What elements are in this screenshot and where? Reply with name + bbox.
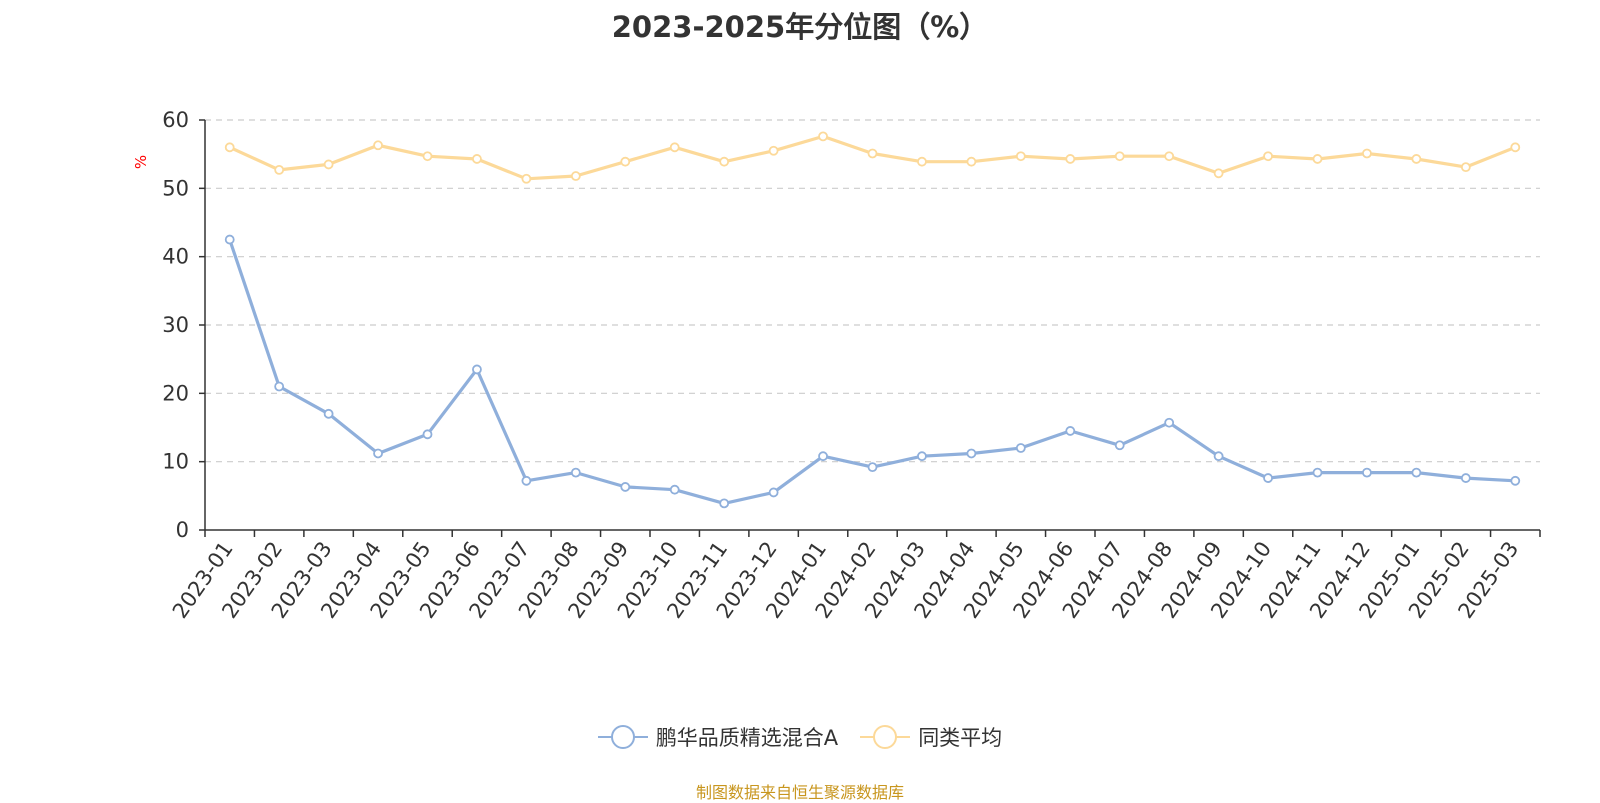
series-1-point-2024-10: [1263, 473, 1273, 483]
series-2-point-2024-06: [1065, 154, 1076, 164]
series-2-point-2024-11: [1312, 154, 1323, 164]
source-note: 制图数据来自恒生聚源数据库: [695, 783, 904, 802]
series-1-point-2025-03: [1510, 475, 1521, 486]
legend-label-series-2: 同类平均: [918, 726, 1003, 750]
series-2-point-2024-05: [1015, 151, 1026, 162]
series-2-point-2023-04: [373, 140, 383, 151]
y-tick-label-20: 20: [162, 381, 189, 405]
series-1-point-2023-05: [422, 429, 433, 440]
series-2-point-2024-04: [966, 156, 977, 167]
y-tick-label-30: 30: [162, 313, 189, 337]
series-1-point-2023-04: [373, 448, 383, 459]
series-2-point-2025-01: [1411, 154, 1422, 164]
series-1-point-2024-09: [1213, 451, 1224, 462]
y-tick-label-60: 60: [162, 108, 189, 132]
series-1-point-2023-07: [521, 475, 532, 486]
series-1-point-2023-03: [323, 408, 334, 419]
series-1-point-2023-06: [472, 364, 482, 375]
series-1-point-2023-01: [224, 234, 235, 245]
chart-title: 2023-2025年分位图（%）: [611, 10, 989, 44]
series-2-point-2023-09: [620, 156, 631, 167]
series-2-point-2023-11: [719, 156, 730, 167]
y-tick-label-0: 0: [176, 518, 189, 542]
series-2-point-2023-03: [323, 159, 334, 170]
series-2-point-2025-03: [1510, 142, 1521, 153]
legend-swatch-series-2-icon: [860, 725, 911, 749]
series-2-point-2023-10: [669, 142, 680, 153]
series-1-point-2024-11: [1312, 467, 1323, 478]
series-2-point-2024-03: [917, 156, 927, 167]
series-2-point-2024-01: [818, 131, 828, 142]
series-1-point-2024-01: [818, 451, 828, 462]
legend-item-series-2[interactable]: 同类平均: [860, 722, 1002, 752]
series-1-point-2024-08: [1164, 417, 1175, 428]
legend-item-series-1[interactable]: 鹏华品质精选混合A: [597, 722, 839, 752]
series-2-point-2024-12: [1362, 148, 1372, 159]
series-2-point-2023-02: [274, 164, 285, 175]
series-1-point-2023-08: [570, 467, 581, 478]
series-2-point-2023-12: [768, 145, 779, 156]
series-2-point-2024-07: [1114, 151, 1125, 162]
series-1-point-2023-12: [768, 487, 779, 498]
legend: 鹏华品质精选混合A 同类平均: [0, 722, 1600, 752]
series-1-point-2024-05: [1015, 443, 1026, 453]
series-2-point-2024-08: [1164, 151, 1175, 162]
axis-layer: 01020304050602023-012023-022023-032023-0…: [162, 108, 1541, 623]
series-1-point-2024-02: [867, 462, 878, 473]
y-tick-label-50: 50: [162, 176, 189, 200]
legend-label-series-1: 鹏华品质精选混合A: [655, 726, 839, 750]
series-1-point-2025-02: [1460, 473, 1471, 483]
series-2-point-2023-05: [422, 151, 433, 162]
series-2-point-2023-01: [224, 142, 235, 153]
series-1-point-2024-07: [1114, 440, 1125, 451]
series-1-point-2024-04: [966, 448, 977, 459]
series-2-point-2024-02: [867, 148, 878, 159]
series-1-point-2024-03: [917, 451, 927, 462]
series-1-point-2023-02: [274, 381, 285, 392]
series-2-point-2024-10: [1263, 151, 1273, 162]
y-tick-label-40: 40: [162, 245, 189, 269]
series-2-point-2023-08: [570, 171, 581, 181]
legend-swatch-series-1-icon: [597, 725, 648, 749]
grid-layer: [205, 119, 1540, 463]
series-1-point-2023-09: [620, 482, 631, 492]
series-2-point-2025-02: [1460, 162, 1471, 173]
series-layer: [224, 131, 1521, 509]
series-2-point-2023-07: [521, 173, 532, 184]
series-2-point-2024-09: [1213, 168, 1224, 179]
series-1-point-2024-06: [1065, 426, 1076, 436]
series-1-point-2024-12: [1362, 467, 1372, 478]
y-axis-label: %: [132, 155, 150, 169]
series-2-point-2023-06: [472, 154, 482, 164]
series-1-point-2023-11: [719, 498, 730, 509]
series-1-point-2025-01: [1411, 467, 1422, 478]
y-tick-label-10: 10: [162, 450, 189, 474]
series-1-point-2023-10: [669, 484, 680, 495]
